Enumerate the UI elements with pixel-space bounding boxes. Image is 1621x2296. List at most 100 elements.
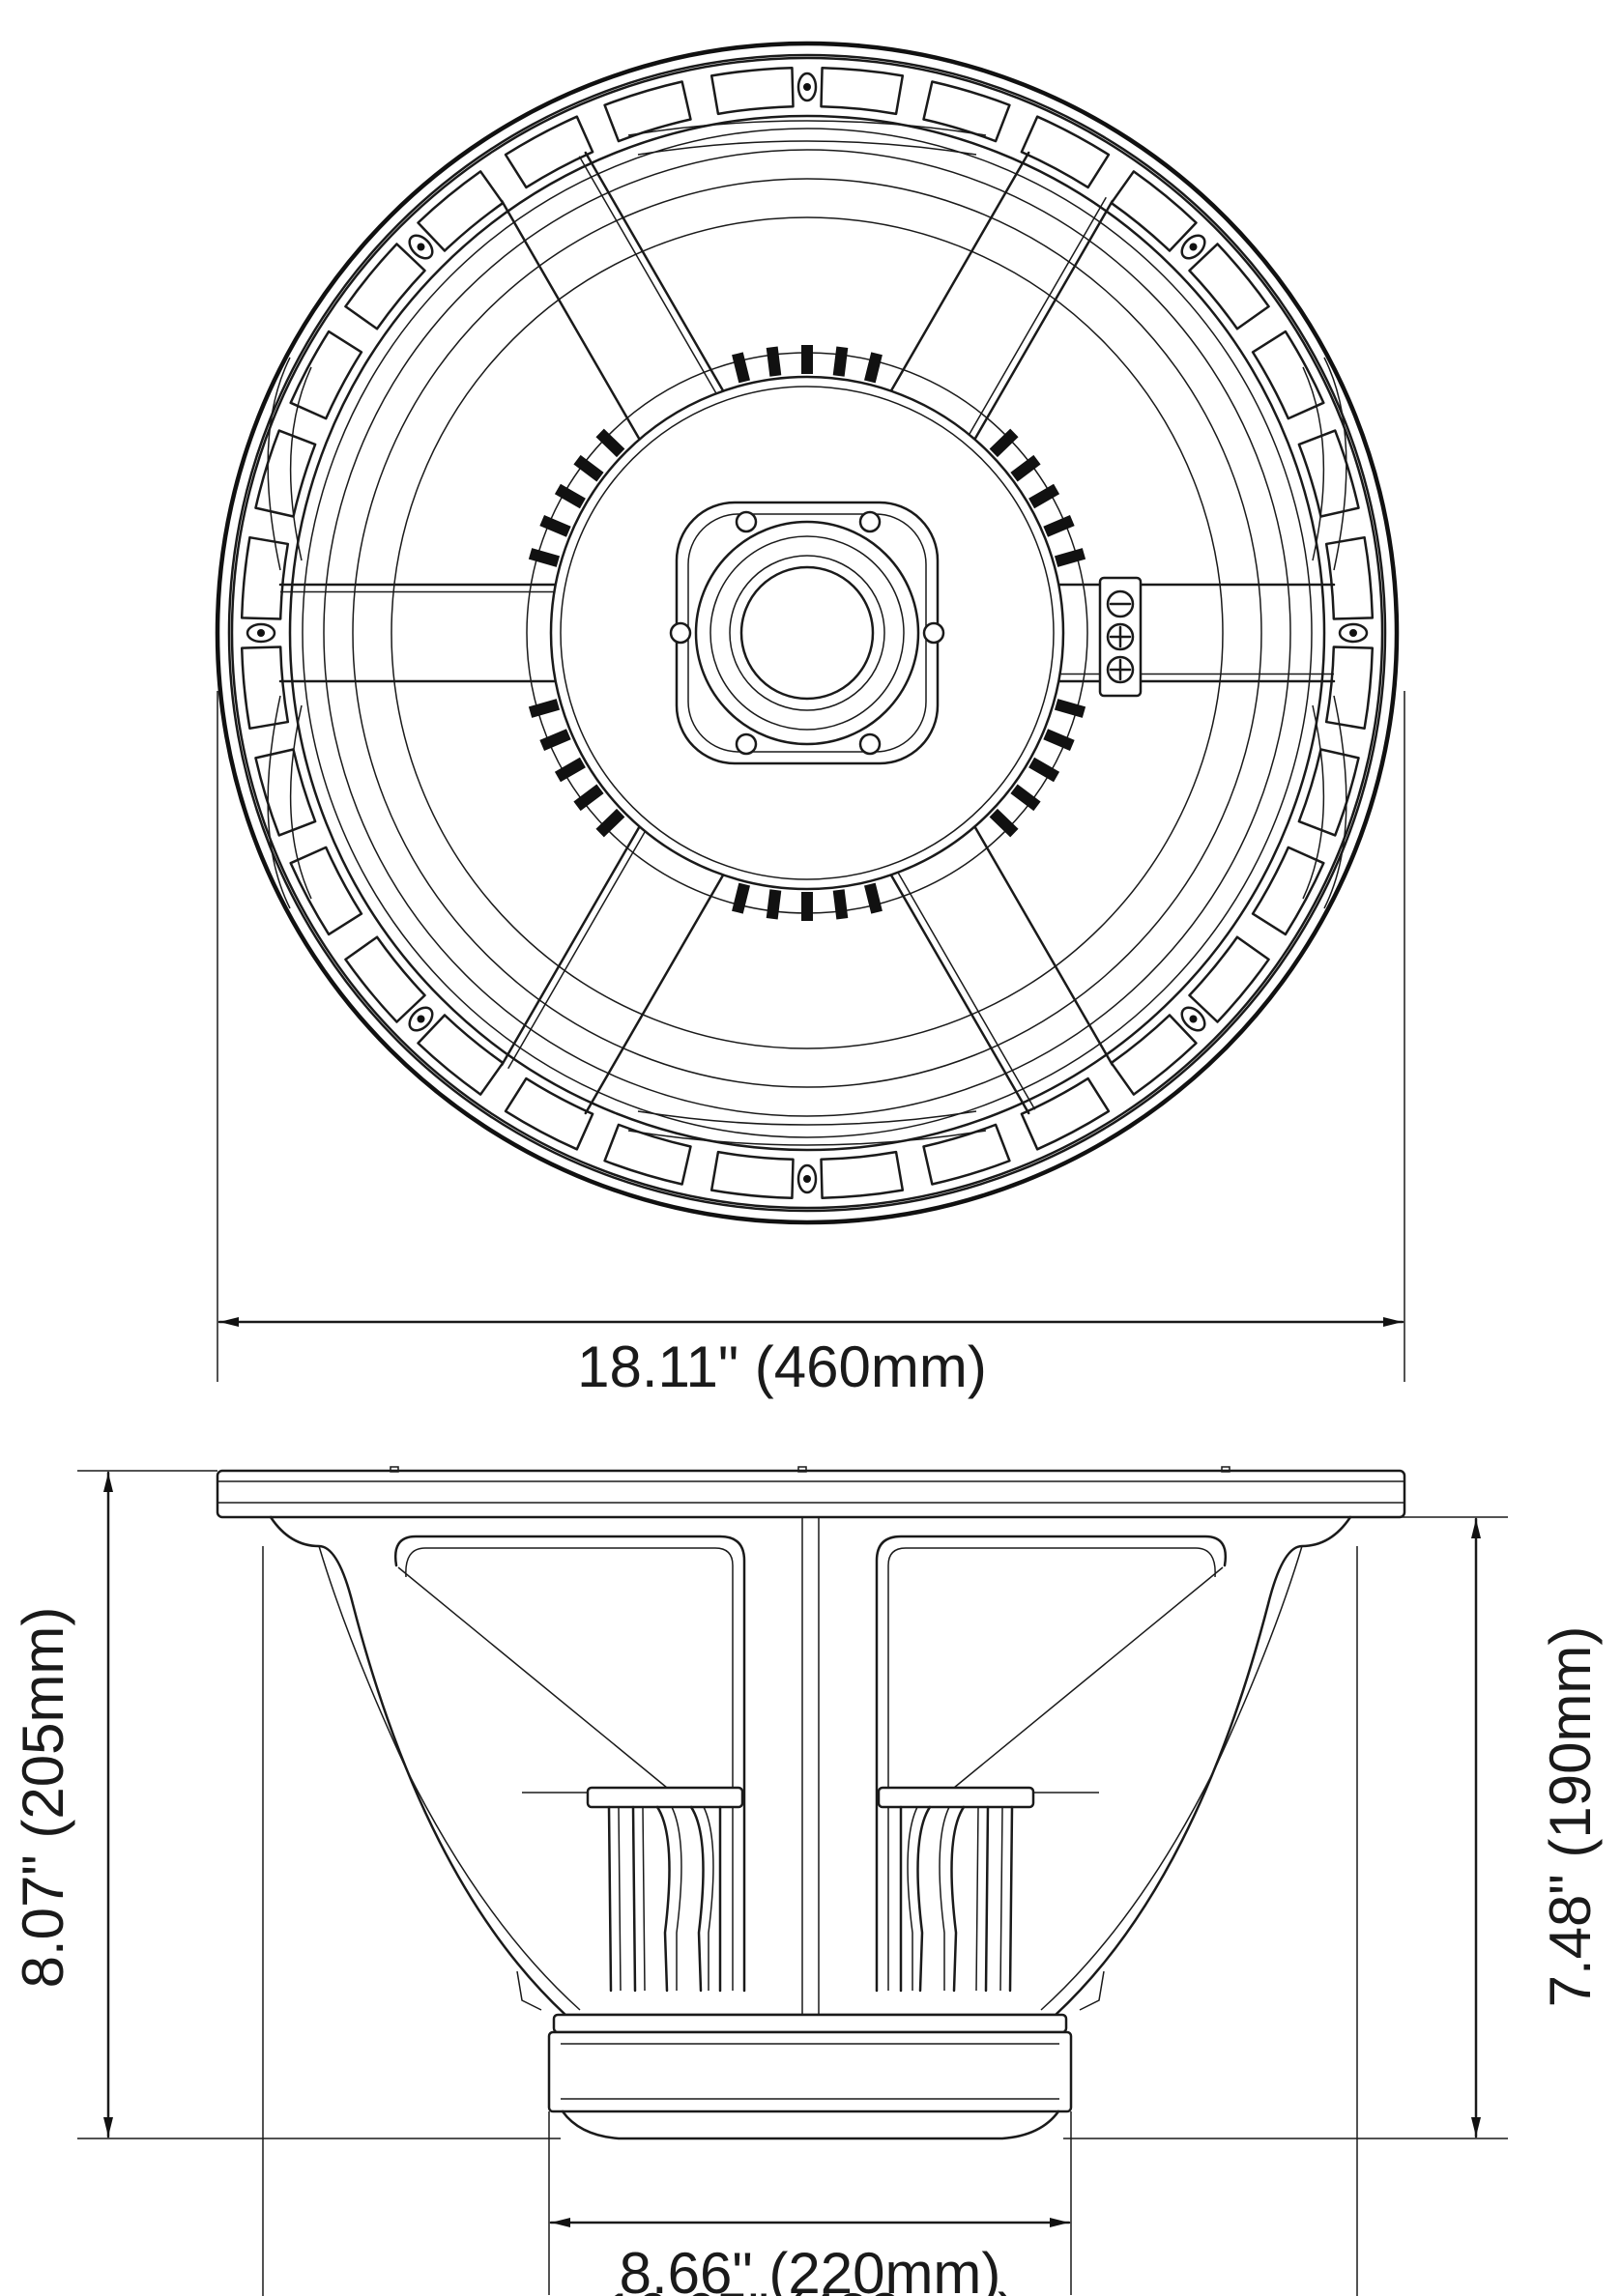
side-fins-left <box>586 1786 744 1993</box>
gasket-slot <box>504 1076 594 1151</box>
cooling-fin <box>864 882 883 914</box>
gasket-slot <box>1297 748 1360 837</box>
gasket-slot <box>240 535 290 620</box>
diameter-dimension: 18.11" (460mm) <box>217 691 1405 1399</box>
gasket-slot <box>820 66 905 116</box>
gasket-inner-ring <box>288 114 1326 1152</box>
mounting-hole <box>1338 622 1369 644</box>
magnet-diameter-label: 8.66" (220mm) <box>620 2241 1001 2296</box>
spoke-edge <box>894 866 1036 1110</box>
cooling-fin <box>832 889 849 920</box>
spoke <box>1052 583 1336 683</box>
spoke-edge <box>507 825 650 1070</box>
cooling-fin <box>554 483 586 509</box>
terminal-block <box>1098 576 1143 698</box>
mounting-holes <box>246 72 1369 1194</box>
gasket-slot <box>922 80 1011 143</box>
cooling-fin <box>528 699 561 718</box>
mounting-flange <box>216 1469 1406 1519</box>
cutout-diameter-label: 16.65" (423mm) <box>603 2282 1017 2296</box>
cooling-fin <box>732 352 750 384</box>
gasket-slot <box>1020 115 1111 189</box>
mounting-hole <box>1180 1006 1206 1032</box>
frame-spokes <box>278 151 1336 1115</box>
cooling-fin <box>766 889 782 920</box>
basket-ring-4 <box>391 216 1224 1049</box>
cooling-fin <box>989 808 1019 838</box>
mounting-hole <box>796 1163 818 1194</box>
cooling-fin <box>1028 483 1060 509</box>
total-depth-label: 8.07" (205mm) <box>11 1607 75 1989</box>
gasket-slot <box>1324 535 1375 620</box>
gasket-slot <box>289 846 363 936</box>
cooling-fin <box>1028 757 1060 783</box>
gasket-slot <box>603 80 692 143</box>
gasket-slot <box>603 1123 692 1186</box>
gasket-slot <box>1324 646 1375 731</box>
gasket-slot <box>709 66 795 116</box>
cooling-fin <box>1043 729 1075 751</box>
cutout-diameter-dimension: 16.65" (423mm) <box>262 1546 1358 2296</box>
gasket-slot <box>254 429 317 518</box>
frame-outer-rim <box>215 41 1400 1225</box>
gasket-slot <box>1188 935 1270 1023</box>
gasket-slot <box>417 170 505 252</box>
spoke <box>500 151 728 445</box>
motor-cooling-fins <box>528 345 1086 921</box>
cooling-fin <box>1043 515 1075 537</box>
cooling-fin <box>528 548 561 567</box>
gasket-slot <box>820 1150 905 1200</box>
mounting-depth-dimension: 7.48" (190mm) <box>1063 1516 1603 2139</box>
total-depth-dimension: 8.07" (205mm) <box>11 1470 561 2139</box>
pole-block <box>675 501 940 765</box>
mounting-hole <box>408 1006 434 1032</box>
vent-outer <box>694 520 920 746</box>
gasket-slot <box>1251 846 1325 936</box>
gasket-slot <box>504 115 594 189</box>
cooling-fin <box>1010 784 1041 812</box>
cooling-fin <box>1054 548 1086 567</box>
motor-back-plate-inner <box>560 386 1055 880</box>
cooling-fin <box>832 346 849 377</box>
spoke <box>886 820 1114 1115</box>
spoke-edge <box>965 196 1107 441</box>
basket-outline <box>269 1515 1352 2017</box>
gasket-slot <box>1251 330 1325 420</box>
vent-ring-1 <box>709 535 905 731</box>
gasket-slot <box>289 330 363 420</box>
gasket-slot <box>1110 1014 1198 1096</box>
front-view <box>215 41 1400 1225</box>
cooling-fin <box>864 352 883 384</box>
mounting-hole <box>408 234 434 260</box>
mounting-depth-label: 7.48" (190mm) <box>1538 1626 1603 2008</box>
gasket-slot <box>240 646 290 731</box>
magnet <box>547 2030 1073 2113</box>
gasket-slot <box>1020 1076 1111 1151</box>
cooling-fin <box>989 428 1019 458</box>
gasket-slot <box>1110 170 1198 252</box>
gasket-slots <box>240 66 1375 1200</box>
side-fins-right <box>877 1786 1035 1993</box>
spoke-edge <box>578 156 720 400</box>
cooling-fin <box>595 808 625 838</box>
basket-ring-1 <box>302 128 1313 1138</box>
pole-screws <box>669 510 945 756</box>
gasket-slot <box>1188 243 1270 330</box>
basket-windows <box>267 120 1347 1146</box>
cooling-fin <box>573 454 604 482</box>
basket-ring-2 <box>323 149 1291 1117</box>
gasket-slot <box>344 243 426 330</box>
cooling-fin <box>595 428 625 458</box>
magnet-diameter-dimension: 8.66" (220mm) <box>548 2111 1072 2296</box>
cooling-fin <box>1054 699 1086 718</box>
back-plate <box>561 2109 1060 2140</box>
mounting-hole <box>796 72 818 102</box>
basket-ring-3 <box>352 178 1262 1088</box>
cooling-fin <box>539 729 571 751</box>
magnet-top-plate <box>552 2013 1068 2034</box>
vent-hole <box>739 565 875 701</box>
mounting-hole <box>246 622 276 644</box>
vent-ring-2 <box>729 555 885 711</box>
cooling-fin <box>801 892 813 921</box>
